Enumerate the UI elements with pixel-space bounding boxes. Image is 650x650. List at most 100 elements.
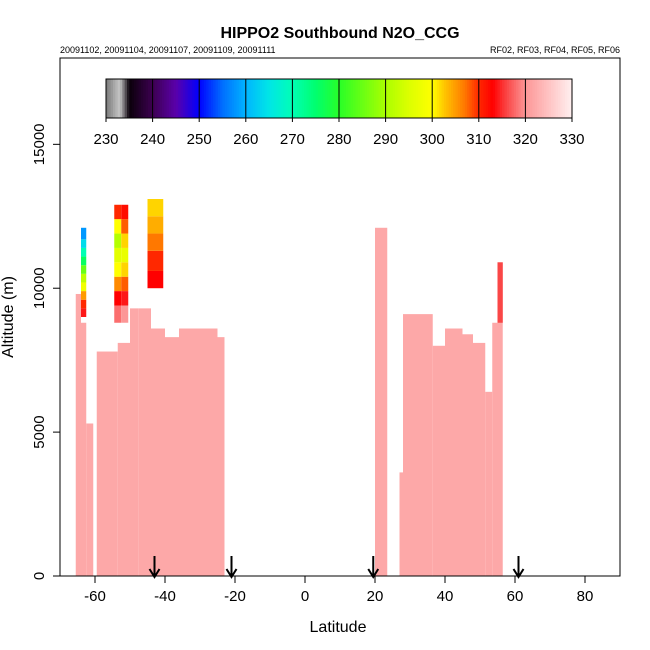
data-cell [114,247,122,263]
x-tick-label: -60 [84,588,106,605]
colorbar-segment [325,79,328,118]
colorbar-segment [534,79,538,118]
colorbar-segment [555,79,559,118]
colorbar-segment [541,79,545,118]
colorbar-segment [117,79,121,118]
colorbar-segment [506,79,510,118]
colorbar-segment [210,79,214,118]
y-tick-label: 5000 [31,415,48,448]
colorbar-segment [499,79,503,118]
colorbar-segment [143,79,147,118]
data-cell [81,239,87,248]
colorbar-segment [318,79,321,118]
colorbar-segment [511,79,515,118]
colorbar-segment [516,79,520,118]
colorbar-segment [311,79,314,118]
colorbar-segment [509,79,513,118]
colorbar-segment [185,79,189,118]
colorbar-segment [215,79,219,118]
data-column [485,391,493,576]
data-cell [121,276,129,292]
colorbar-segment [483,79,487,118]
data-column [217,337,225,576]
x-tick-label: 20 [367,588,384,605]
colorbar-segment [227,79,231,118]
colorbar-segment [478,79,482,118]
colorbar-segment [345,79,349,118]
colorbar-segment [359,79,363,118]
colorbar-segment [355,79,359,118]
colorbar-segment [306,79,310,118]
colorbar-segment [553,79,557,118]
colorbar-segment [366,79,370,118]
data-cell [121,291,129,306]
y-tick-label: 10000 [31,267,48,309]
colorbar-segment [513,79,517,118]
x-tick-label: 0 [301,588,309,605]
data-column [179,328,218,576]
colorbar-segment [110,79,114,118]
colorbar-segment [194,79,198,118]
colorbar-segment [299,79,303,118]
colorbar-segment [439,79,443,118]
colorbar-segment [394,79,398,118]
chart-subtitle-left: 20091102, 20091104, 20091107, 20091109, … [60,45,276,55]
data-cell [81,273,87,283]
colorbar-segment [418,79,422,118]
x-tick-label: 40 [437,588,454,605]
colorbar-segment [569,79,573,118]
colorbar-segment [145,79,149,118]
data-column [81,322,87,576]
colorbar-segment [301,79,305,118]
data-column [473,342,486,576]
colorbar-segment [453,79,457,118]
colorbar-segment [129,79,133,118]
colorbar-segment [189,79,193,118]
colorbar-segment [241,79,245,118]
data-cell [114,219,122,234]
colorbar-segment [567,79,571,118]
data-cell [147,233,164,251]
x-tick-label: -20 [224,588,246,605]
data-column [462,334,473,576]
colorbar-segment [248,79,252,118]
data-layer [75,199,503,577]
colorbar-segment [327,79,331,118]
colorbar-tick-label: 300 [420,131,445,148]
data-column [117,342,130,576]
colorbar-segment [173,79,177,118]
colorbar-segment [441,79,445,118]
data-cell [147,250,164,271]
colorbar-segment [315,79,319,118]
colorbar-segment [404,79,408,118]
colorbar-segment [490,79,494,118]
colorbar-segment [476,79,480,118]
data-cell [121,219,129,234]
x-axis: -60 -40 -20 0 20 40 60 80 [84,576,593,605]
colorbar-segment [285,79,289,118]
colorbar-segment [192,79,196,118]
y-axis-label: Altitude (m) [0,276,17,358]
colorbar-segment [201,79,205,118]
colorbar-segment [229,79,233,118]
colorbar-segment [562,79,566,118]
colorbar-segment [520,79,524,118]
colorbar-segment [378,79,382,118]
colorbar-segment [469,79,473,118]
colorbar-segment [290,79,293,118]
colorbar-segment [383,79,387,118]
colorbar-segment [206,79,210,118]
colorbar-segment [560,79,564,118]
colorbar-segment [485,79,489,118]
colorbar-segment [231,79,235,118]
data-cell [114,204,122,220]
data-column [75,293,81,576]
colorbar-segment [276,79,280,118]
data-cell [147,270,164,289]
colorbar-tick-label: 260 [233,131,258,148]
data-column [497,262,503,576]
colorbar-segment [252,79,256,118]
colorbar-segment [147,79,151,118]
colorbar-segment [250,79,254,118]
colorbar-segment [339,79,342,118]
